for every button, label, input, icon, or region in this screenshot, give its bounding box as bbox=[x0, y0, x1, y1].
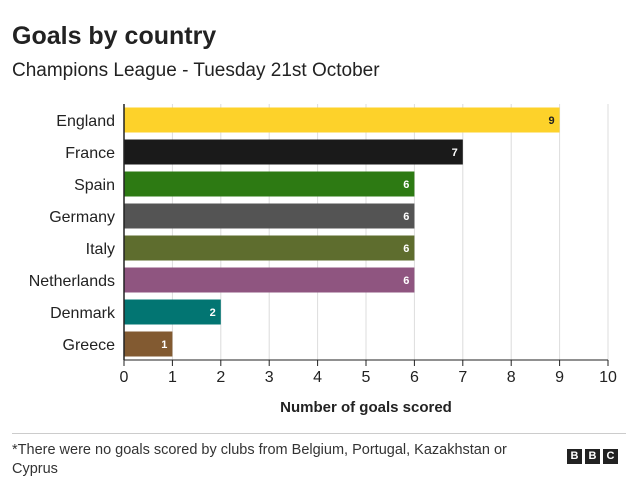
x-axis-title: Number of goals scored bbox=[280, 399, 452, 416]
category-label: Greece bbox=[63, 337, 116, 354]
x-tick-label: 3 bbox=[265, 369, 274, 386]
x-tick-label: 4 bbox=[313, 369, 322, 386]
category-label: Italy bbox=[86, 241, 115, 258]
category-label: England bbox=[56, 113, 115, 130]
chart-title: Goals by country bbox=[12, 22, 217, 50]
x-tick-label: 8 bbox=[507, 369, 516, 386]
bbc-logo: B B C bbox=[567, 449, 618, 464]
bar bbox=[124, 299, 221, 325]
data-label: 1 bbox=[161, 339, 167, 351]
bar bbox=[124, 171, 415, 197]
bar bbox=[124, 107, 560, 133]
bbc-logo-letter: B bbox=[567, 449, 582, 464]
category-label: Spain bbox=[74, 177, 115, 194]
data-label: 6 bbox=[403, 211, 409, 223]
category-label: Netherlands bbox=[29, 273, 115, 290]
footnote: *There were no goals scored by clubs fro… bbox=[12, 442, 507, 477]
data-label: 7 bbox=[452, 147, 458, 159]
chart-subtitle: Champions League - Tuesday 21st October bbox=[12, 60, 380, 81]
bar bbox=[124, 235, 415, 261]
data-label: 6 bbox=[403, 243, 409, 255]
category-label: France bbox=[65, 145, 115, 162]
x-tick-label: 0 bbox=[120, 369, 129, 386]
x-tick-label: 5 bbox=[362, 369, 371, 386]
bar bbox=[124, 203, 415, 229]
data-label: 6 bbox=[403, 179, 409, 191]
x-tick-label: 9 bbox=[555, 369, 564, 386]
data-label: 2 bbox=[210, 307, 216, 319]
bar-chart: 9 England 7 France 6 Spain 6 Germany 6 Italy 6 Neth… bbox=[29, 104, 617, 416]
x-tick-label: 10 bbox=[599, 369, 617, 386]
x-tick-label: 7 bbox=[458, 369, 467, 386]
bbc-logo-letter: C bbox=[603, 449, 618, 464]
bar bbox=[124, 267, 415, 293]
bar bbox=[124, 331, 173, 357]
data-label: 6 bbox=[403, 275, 409, 287]
bbc-logo-letter: B bbox=[585, 449, 600, 464]
x-tick-label: 6 bbox=[410, 369, 419, 386]
x-tick-label: 2 bbox=[216, 369, 225, 386]
category-label: Denmark bbox=[50, 305, 116, 322]
footer-divider bbox=[12, 433, 626, 434]
x-tick-label: 1 bbox=[168, 369, 177, 386]
data-label: 9 bbox=[548, 115, 554, 127]
category-label: Germany bbox=[49, 209, 115, 226]
bar bbox=[124, 139, 463, 165]
